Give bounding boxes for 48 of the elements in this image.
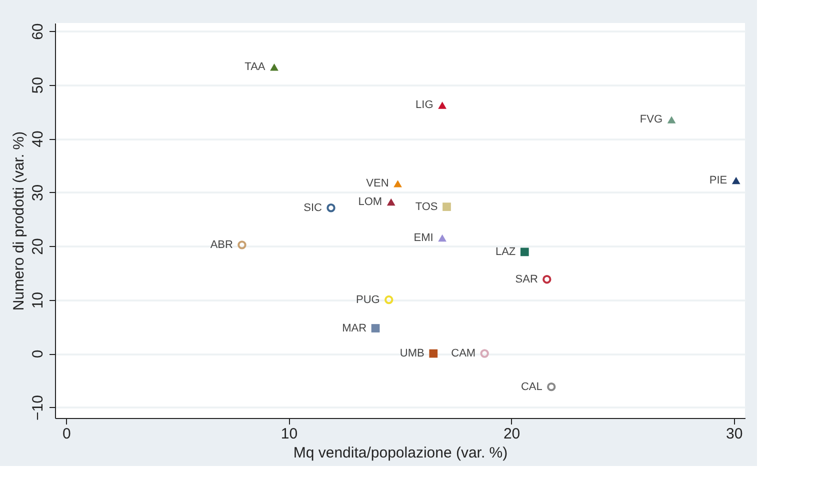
series-label: SAR	[515, 273, 538, 286]
series-label: FVG	[640, 114, 663, 126]
point	[371, 324, 380, 332]
series-label: LIG	[416, 99, 434, 112]
point	[438, 234, 446, 242]
point	[732, 176, 740, 184]
x-tick-label: 20	[503, 426, 520, 442]
point	[270, 63, 278, 71]
series-label: TAA	[244, 61, 266, 74]
y-tick-label: −10	[30, 395, 46, 420]
y-tick-label: 0	[30, 350, 46, 358]
y-tick-label: 60	[30, 23, 46, 40]
series-label: TOS	[415, 200, 438, 213]
series-label: VEN	[366, 178, 389, 190]
x-tick-label: 0	[62, 426, 71, 442]
series-label: CAM	[451, 348, 476, 360]
point	[429, 349, 438, 358]
y-tick-label: 10	[30, 292, 46, 309]
point	[326, 204, 336, 212]
point	[520, 248, 529, 256]
series-label: MAR	[342, 322, 367, 334]
point	[442, 202, 451, 211]
x-tick-label: 10	[280, 426, 298, 442]
point	[394, 180, 402, 188]
y-tick-label: 30	[30, 184, 46, 202]
point	[238, 240, 246, 250]
point	[386, 198, 396, 206]
series-label: SIC	[304, 202, 322, 214]
point	[384, 295, 394, 304]
series-label: ABR	[210, 238, 234, 251]
series-label: EMI	[414, 232, 434, 244]
series-label: CAL	[520, 380, 542, 393]
x-axis-title: Mq vendita/popolazione (var. %)	[293, 444, 508, 462]
y-axis-title: Numero di prodotti (var. %)	[10, 131, 28, 311]
series-label: UMB	[400, 348, 424, 360]
point	[438, 102, 446, 109]
y-tick-label: 40	[30, 130, 46, 148]
series-label: LAZ	[495, 246, 516, 258]
series-label: PIE	[709, 174, 728, 186]
x-tick-label: 30	[726, 426, 743, 442]
series-label: LOM	[358, 196, 382, 208]
y-tick-label: 50	[30, 76, 46, 94]
y-tick-label: 20	[30, 238, 46, 255]
series-label: PUG	[356, 294, 380, 306]
point	[480, 349, 489, 358]
point	[547, 382, 556, 392]
point	[667, 116, 676, 124]
point	[542, 275, 552, 284]
